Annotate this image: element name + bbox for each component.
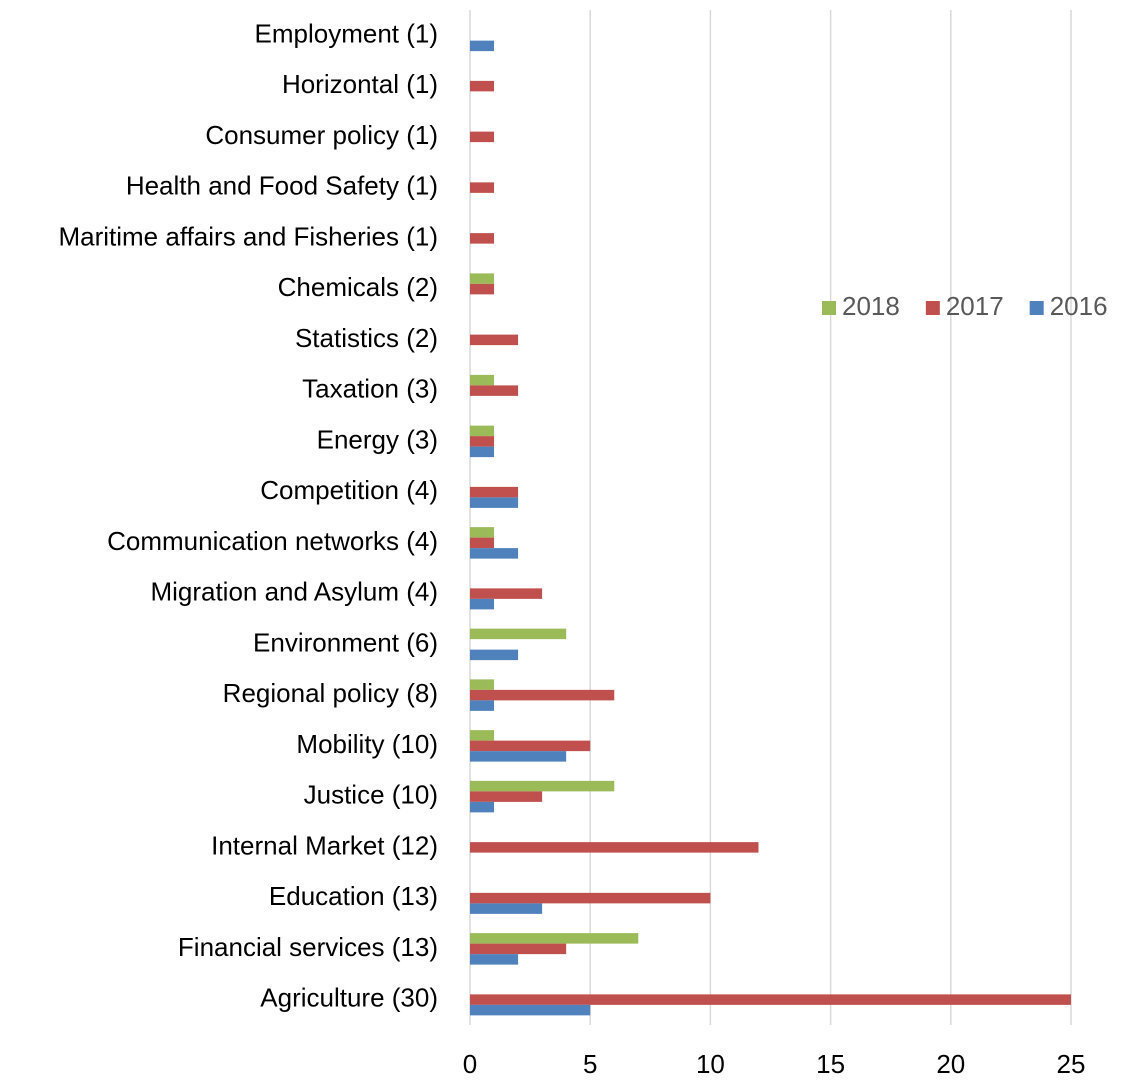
bar [470,598,495,610]
x-tick-label: 0 [463,1049,477,1079]
x-tick-label: 20 [936,1049,965,1079]
category-label: Taxation (3) [302,374,438,404]
bar [470,273,495,284]
bar [470,903,543,914]
bar [470,679,495,690]
bar [470,385,519,396]
bar [470,801,495,813]
category-label: Financial services (13) [178,932,438,962]
bar [470,436,495,447]
bar [470,497,519,508]
category-label: Justice (10) [304,780,438,810]
bar [470,588,543,599]
x-tick-label: 5 [583,1049,597,1079]
bar [470,446,495,458]
category-label: Education (13) [269,881,438,911]
bar [470,334,519,346]
category-label: Maritime affairs and Fisheries (1) [58,221,438,251]
bar [470,780,615,792]
bar [470,628,567,640]
bar [470,700,495,711]
bar [470,486,519,498]
category-label: Health and Food Safety (1) [126,171,438,201]
category-label: Horizontal (1) [282,69,438,99]
bar [470,182,495,193]
bar [470,689,615,701]
bar [470,943,567,955]
bar [470,131,495,143]
bar [470,527,495,538]
x-tick-label: 10 [696,1049,725,1079]
bar [470,233,495,244]
legend-swatch [822,301,836,315]
bar [470,80,495,92]
bar [470,892,711,904]
bar [470,842,759,853]
bar [470,933,639,944]
bar [470,40,495,52]
bar [470,791,543,802]
bar [470,425,495,437]
bar [470,1004,591,1016]
bar [470,751,567,762]
legend-swatch [1029,301,1044,315]
x-tick-label: 25 [1057,1049,1086,1079]
bar [470,994,1071,1005]
bar [470,740,591,752]
bar [470,548,519,559]
bar [470,730,495,741]
x-tick-label: 15 [816,1049,845,1079]
category-label: Competition (4) [260,475,438,505]
legend-label: 2016 [1050,291,1108,321]
category-label: Consumer policy (1) [205,120,438,150]
category-label: Communication networks (4) [107,526,438,556]
bar [470,537,495,549]
category-label: Statistics (2) [295,323,438,353]
category-label: Employment (1) [255,18,439,48]
category-label: Energy (3) [317,424,438,454]
category-label: Environment (6) [253,627,438,657]
legend-label: 2018 [842,291,900,321]
bar [470,954,519,965]
bar [470,283,495,295]
bar [470,649,519,661]
legend-swatch [925,301,940,315]
category-label: Migration and Asylum (4) [150,577,438,607]
category-label: Agriculture (30) [260,983,438,1013]
category-label: Mobility (10) [296,729,438,759]
category-label: Regional policy (8) [223,678,438,708]
legend-label: 2017 [946,291,1004,321]
category-label: Internal Market (12) [211,830,438,860]
category-label: Chemicals (2) [278,272,438,302]
bar [470,374,495,386]
